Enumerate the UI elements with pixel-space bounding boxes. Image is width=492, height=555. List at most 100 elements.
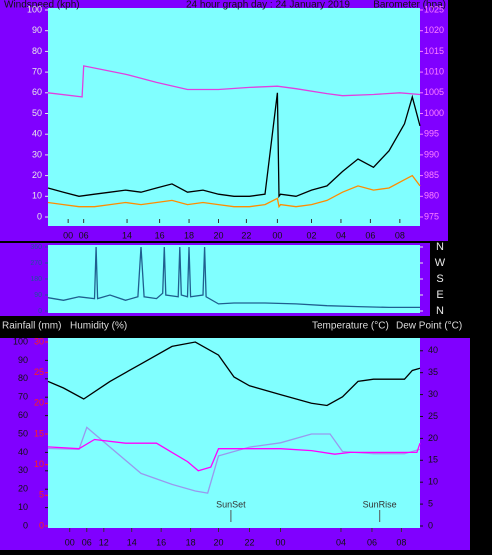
x-tick-label: 06 bbox=[79, 230, 89, 240]
y2-tick-label: 5 bbox=[428, 498, 433, 508]
x-tick-label: 06 bbox=[367, 537, 377, 547]
y2-tick-label: N bbox=[436, 241, 444, 253]
y2-tick-label: 25 bbox=[428, 411, 438, 421]
x-tick-label: 16 bbox=[156, 537, 166, 547]
y2-tick-label: 15 bbox=[428, 455, 438, 465]
x-tick-label: 04 bbox=[336, 230, 346, 240]
x-tick-label: 20 bbox=[213, 230, 223, 240]
y-tick-label: 70 bbox=[32, 66, 42, 76]
y-tick-label: 20 bbox=[32, 170, 42, 180]
y2-tick-label: 1015 bbox=[424, 46, 444, 56]
y-tick-label: 50 bbox=[32, 108, 42, 118]
y2-tick-label: 20 bbox=[428, 433, 438, 443]
y2-tick-label: 1005 bbox=[424, 87, 444, 97]
y-tick-label: 60 bbox=[32, 87, 42, 97]
y3-tick-label: 30 bbox=[34, 336, 44, 346]
y2-tick-label: 30 bbox=[428, 389, 438, 399]
y-tick-label: 10 bbox=[18, 502, 28, 512]
plot-area bbox=[48, 8, 420, 226]
annotation: SunSet bbox=[216, 499, 246, 509]
x-tick-label: 16 bbox=[155, 230, 165, 240]
y-tick-label: 90 bbox=[34, 292, 42, 299]
y-tick-label: 10 bbox=[32, 191, 42, 201]
y-tick-label: 100 bbox=[27, 4, 42, 14]
x-tick-label: 06 bbox=[365, 230, 375, 240]
x-tick-label: 08 bbox=[395, 230, 405, 240]
x-tick-label: 00 bbox=[65, 537, 75, 547]
y3-tick-label: 20 bbox=[34, 398, 44, 408]
y2-tick-label: W bbox=[435, 257, 446, 269]
y-tick-label: 50 bbox=[18, 428, 28, 438]
y-tick-label: 90 bbox=[32, 25, 42, 35]
x-tick-label: 04 bbox=[336, 537, 346, 547]
y2-tick-label: 10 bbox=[428, 477, 438, 487]
y-tick-label: 0 bbox=[23, 520, 28, 530]
y-tick-label: 90 bbox=[18, 355, 28, 365]
y-tick-label: 100 bbox=[13, 336, 28, 346]
y-tick-label: 360 bbox=[30, 244, 42, 251]
y-tick-label: 20 bbox=[18, 484, 28, 494]
y2-tick-label: 40 bbox=[428, 345, 438, 355]
y2-tick-label: 980 bbox=[424, 191, 439, 201]
y-tick-label: 80 bbox=[32, 46, 42, 56]
plot-area bbox=[48, 338, 420, 528]
y-tick-label: 40 bbox=[32, 129, 42, 139]
y2-tick-label: S bbox=[436, 273, 443, 285]
annotation: SunRise bbox=[363, 499, 397, 509]
series-line bbox=[47, 246, 420, 309]
y-tick-label: 70 bbox=[18, 392, 28, 402]
y-tick-label: 80 bbox=[18, 373, 28, 383]
y2-axis-label: Temperature (°C) bbox=[312, 321, 389, 332]
y3-tick-label: 10 bbox=[34, 459, 44, 469]
x-tick-label: 18 bbox=[184, 230, 194, 240]
y-axis-label: Humidity (%) bbox=[70, 321, 127, 332]
y2-tick-label: 0 bbox=[428, 520, 433, 530]
y-tick-label: 270 bbox=[30, 260, 42, 267]
series-line bbox=[47, 174, 421, 209]
y2-tick-label: 990 bbox=[424, 149, 439, 159]
x-tick-label: 22 bbox=[241, 230, 251, 240]
y2-tick-label: 985 bbox=[424, 170, 439, 180]
chart-title: 24 hour graph day : 24 January 2019 bbox=[186, 0, 350, 11]
y-axis-label: Windspeed (kph) bbox=[4, 0, 80, 11]
x-tick-label: 14 bbox=[127, 537, 137, 547]
series-line bbox=[47, 341, 421, 407]
y2-axis-label: Barometer (hpa) bbox=[373, 0, 446, 11]
series-line bbox=[47, 92, 421, 199]
y-tick-label: 40 bbox=[18, 447, 28, 457]
x-tick-label: 00 bbox=[275, 537, 285, 547]
series-line bbox=[47, 438, 421, 472]
y3-tick-label: 0 bbox=[39, 520, 44, 530]
y2-axis-label: Dew Point (°C) bbox=[396, 321, 462, 332]
x-tick-label: 18 bbox=[186, 537, 196, 547]
y2-tick-label: 35 bbox=[428, 367, 438, 377]
y3-axis-label: Rainfall (mm) bbox=[2, 321, 61, 332]
x-tick-label: 02 bbox=[306, 230, 316, 240]
y3-tick-label: 25 bbox=[34, 367, 44, 377]
x-tick-label: 00 bbox=[63, 230, 73, 240]
y-tick-label: 60 bbox=[18, 410, 28, 420]
x-tick-label: 00 bbox=[272, 230, 282, 240]
y2-tick-label: 1020 bbox=[424, 25, 444, 35]
y-tick-label: 30 bbox=[32, 149, 42, 159]
y-tick-label: 0 bbox=[37, 211, 42, 221]
y3-tick-label: 5 bbox=[39, 490, 44, 500]
y-tick-label: 0 bbox=[38, 308, 42, 315]
x-tick-label: 06 bbox=[82, 537, 92, 547]
x-tick-label: 20 bbox=[213, 537, 223, 547]
y-tick-label: 30 bbox=[18, 465, 28, 475]
x-tick-label: 08 bbox=[396, 537, 406, 547]
y2-tick-label: E bbox=[436, 289, 443, 301]
x-tick-label: 22 bbox=[244, 537, 254, 547]
plot-area bbox=[48, 245, 420, 313]
series-line bbox=[47, 65, 421, 98]
x-tick-label: 14 bbox=[122, 230, 132, 240]
y-tick-label: 180 bbox=[30, 276, 42, 283]
y2-tick-label: 995 bbox=[424, 129, 439, 139]
y2-tick-label: N bbox=[436, 305, 444, 317]
y2-tick-label: 975 bbox=[424, 211, 439, 221]
y2-tick-label: 1010 bbox=[424, 66, 444, 76]
y3-tick-label: 15 bbox=[34, 428, 44, 438]
y2-tick-label: 1025 bbox=[424, 4, 444, 14]
